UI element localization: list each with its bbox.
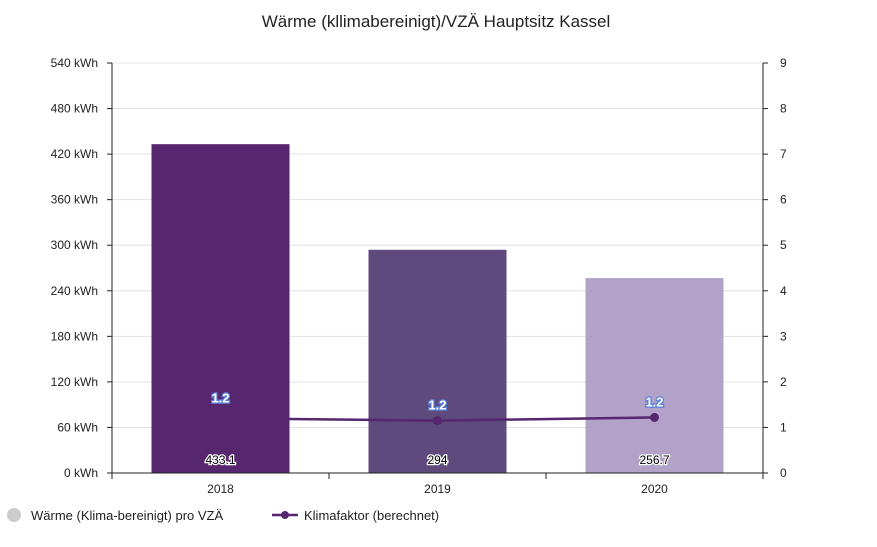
bar-value-label: 256.7: [639, 453, 669, 467]
y-left-tick-label: 240 kWh: [51, 284, 98, 298]
y-left-tick-label: 540 kWh: [51, 56, 98, 70]
y-right-tick-label: 7: [780, 147, 787, 161]
y-right-tick-label: 1: [780, 420, 787, 434]
y-right-tick-label: 0: [780, 466, 787, 480]
bar-2018: [151, 144, 290, 474]
legend-line-label[interactable]: Klimafaktor (berechnet): [304, 508, 439, 523]
bar-2020: [585, 278, 724, 473]
y-right-tick-label: 5: [780, 238, 787, 252]
y-right-tick-label: 6: [780, 193, 787, 207]
legend: Wärme (Klima-bereinigt) pro VZÄ Klimafak…: [7, 508, 439, 523]
x-tick-label: 2019: [424, 482, 451, 496]
bar-klimafaktor-label: 1.2: [211, 390, 229, 405]
chart-title: Wärme (kllimabereinigt)/VZÄ Hauptsitz Ka…: [262, 12, 611, 31]
legend-bar-label[interactable]: Wärme (Klima-bereinigt) pro VZÄ: [31, 508, 223, 523]
y-left-tick-label: 60 kWh: [57, 420, 98, 434]
bars: [151, 144, 724, 474]
y-right-tick-label: 9: [780, 56, 787, 70]
axes: 0 kWh 60 kWh 120 kWh 180 kWh 240 kWh 300 kWh 3…: [51, 56, 787, 496]
line-value-label: 1.2: [428, 398, 446, 413]
y-right-tick-label: 3: [780, 329, 787, 343]
line-point-2020: [650, 412, 659, 422]
y-left-tick-label: 0 kWh: [64, 466, 98, 480]
x-tick-label: 2018: [207, 482, 234, 496]
line-series: [220, 412, 659, 426]
x-tick-label: 2020: [641, 482, 668, 496]
y-right-tick-label: 4: [780, 284, 787, 298]
legend-line-dot[interactable]: [281, 511, 289, 519]
y-left-tick-label: 300 kWh: [51, 238, 98, 252]
legend-bar-marker[interactable]: [7, 508, 21, 522]
bar-2019: [368, 249, 507, 473]
y-left-tick-label: 360 kWh: [51, 193, 98, 207]
line-point-2019: [433, 416, 442, 426]
y-left-tick-label: 180 kWh: [51, 329, 98, 343]
line-value-label: 1.2: [645, 394, 663, 409]
y-left-tick-label: 480 kWh: [51, 102, 98, 116]
bar-value-label: 433.1: [205, 453, 235, 467]
y-left-tick-label: 120 kWh: [51, 375, 98, 389]
data-labels: 433.1 294 256.7 1.2 1.2 1.2: [204, 389, 671, 468]
y-right-tick-label: 8: [780, 102, 787, 116]
y-left-tick-label: 420 kWh: [51, 147, 98, 161]
y-right-tick-label: 2: [780, 375, 787, 389]
bar-value-label: 294: [427, 453, 447, 467]
